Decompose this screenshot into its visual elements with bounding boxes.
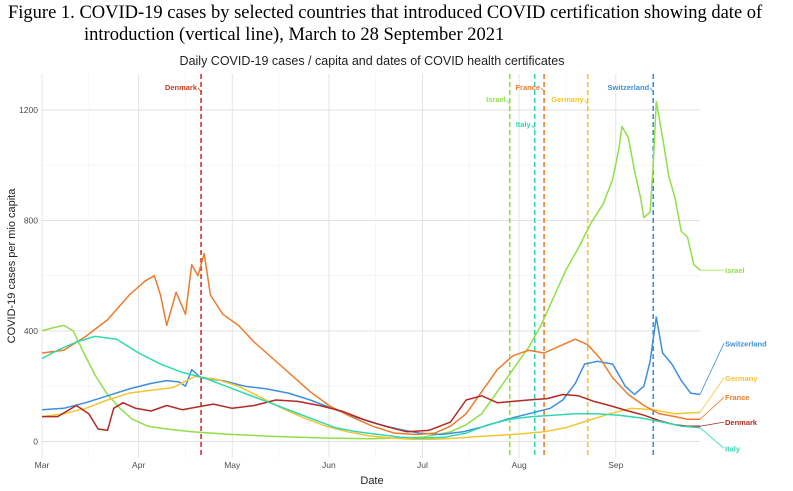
figure-caption-line-2: introduction (vertical line), March to 2… xyxy=(84,25,505,45)
figure-number: Figure 1. xyxy=(8,3,75,23)
y-axis-title: COVID-19 cases per mio capita xyxy=(6,188,18,344)
grid-lines xyxy=(41,74,700,458)
end-label-connector xyxy=(699,421,725,427)
end-label-israel: Israel xyxy=(725,266,745,275)
certificate-label-france: France xyxy=(515,83,540,92)
certificate-label-germany: Germany xyxy=(551,95,584,104)
series-lines xyxy=(41,100,701,440)
end-label-connector xyxy=(699,396,725,420)
x-tick-label: Sep xyxy=(608,460,623,470)
x-tick-label: Mar xyxy=(35,460,50,470)
line-labels: Denmark Israel Italy France Germany Switzerla… xyxy=(165,83,767,454)
figure-caption: Figure 1. COVID-19 cases by selected cou… xyxy=(8,2,783,46)
x-tick-label: May xyxy=(224,460,241,470)
certificate-label-israel: Israel xyxy=(486,95,506,104)
y-tick-label: 400 xyxy=(24,326,38,336)
certificate-label-denmark: Denmark xyxy=(165,83,198,92)
end-label-connector xyxy=(699,427,725,449)
end-label-germany: Germany xyxy=(725,374,758,383)
figure-caption-line-1: COVID-19 cases by selected countries tha… xyxy=(79,3,763,23)
x-tick-label: Aug xyxy=(512,460,527,470)
end-label-italy: Italy xyxy=(725,444,741,453)
series-line-denmark xyxy=(42,393,700,433)
series-line-france xyxy=(41,252,700,436)
end-label-denmark: Denmark xyxy=(725,418,758,427)
plot-panel xyxy=(42,74,700,458)
end-label-connector xyxy=(699,377,725,413)
end-label-switzerland: Switzerland xyxy=(725,339,767,348)
x-axis-title: Date xyxy=(360,475,383,487)
x-tick-label: Jul xyxy=(417,460,428,470)
y-tick-label: 1200 xyxy=(19,105,38,115)
axis-ticks: 0 400 800 1200 Mar Apr May Jun Jul Aug Sep xyxy=(19,105,624,470)
certificate-label-italy: Italy xyxy=(516,120,532,129)
series-line-italy xyxy=(41,335,701,439)
certificate-date-lines xyxy=(200,74,655,458)
certificate-label-connector xyxy=(531,124,536,130)
end-label-france: France xyxy=(725,393,750,402)
certificate-label-connector xyxy=(584,100,589,105)
x-tick-label: Jun xyxy=(322,460,336,470)
y-tick-label: 0 xyxy=(33,436,38,446)
certificate-label-connector xyxy=(540,87,545,93)
certificate-label-connector xyxy=(197,87,202,93)
series-line-germany xyxy=(41,375,701,440)
certificate-label-switzerland: Switzerland xyxy=(608,83,650,92)
certificate-label-connector xyxy=(649,87,654,93)
x-tick-label: Apr xyxy=(132,460,145,470)
series-line-israel xyxy=(41,100,701,440)
y-tick-label: 800 xyxy=(24,215,38,225)
end-label-connector xyxy=(699,343,725,395)
certificate-label-connector xyxy=(506,100,511,105)
chart-title: Daily COVID-19 cases / capita and dates … xyxy=(180,54,565,68)
